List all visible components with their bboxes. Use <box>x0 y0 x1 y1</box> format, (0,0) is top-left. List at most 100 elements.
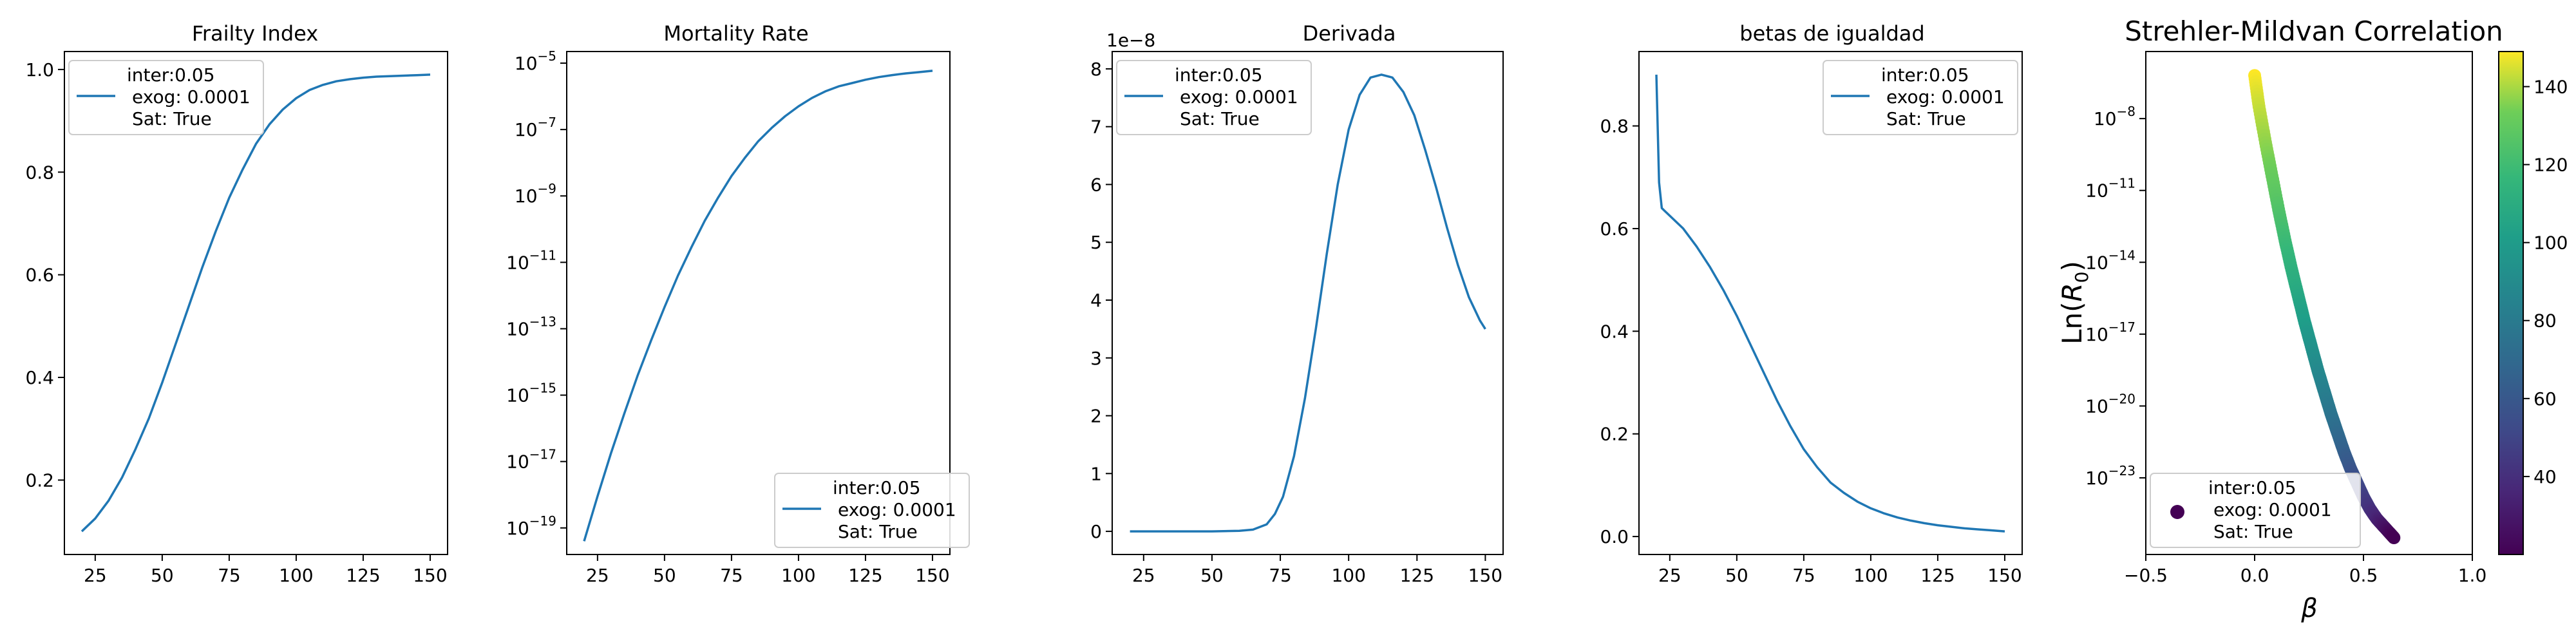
strehler-point <box>2387 531 2401 544</box>
frailty-series-line <box>80 73 431 533</box>
betas-xtick-label: 100 <box>1853 565 1888 586</box>
strehler-legend-line1: inter:0.05 <box>2208 477 2297 498</box>
mortality-ytick-label: 10−7 <box>515 115 556 140</box>
frailty-xtick-label: 25 <box>84 565 107 586</box>
derivada-ytick-label: 2 <box>1090 406 1102 427</box>
derivada-ytick-label: 5 <box>1090 232 1102 253</box>
strehler-ytick-label: 10−14 <box>2085 247 2136 273</box>
mortality-xtick-label: 25 <box>586 565 609 586</box>
mortality-ytick-label: 10−5 <box>515 48 556 74</box>
derivada-ytick-label: 6 <box>1090 174 1102 195</box>
betas-legend-line1: inter:0.05 <box>1881 64 1969 86</box>
frailty-legend-line3: Sat: True <box>132 108 212 129</box>
frailty-legend-line2: exog: 0.0001 <box>132 86 251 108</box>
betas-ytick-label: 0.2 <box>1600 424 1629 445</box>
betas-ytick-label: 0.8 <box>1600 116 1629 137</box>
derivada-xtick-label: 50 <box>1200 565 1224 586</box>
mortality-ytick-label: 10−17 <box>506 447 556 473</box>
frailty-ytick-label: 0.6 <box>25 265 54 286</box>
frailty-xtick-label: 75 <box>218 565 241 586</box>
frailty-legend-line1: inter:0.05 <box>127 64 215 86</box>
derivada-scale-label: 1e−8 <box>1106 30 1155 51</box>
strehler-title: Strehler-Mildvan Correlation <box>2125 15 2503 47</box>
strehler-mildvan-chart: Strehler-Mildvan Correlation −0.5 0.0 0.5 1… <box>2056 15 2568 623</box>
mortality-ytick-label: 10−19 <box>506 513 556 539</box>
strehler-xtick-label: −0.5 <box>2124 565 2168 586</box>
mortality-ytick-label: 10−13 <box>506 314 556 339</box>
colorbar-tick-label: 120 <box>2533 155 2568 176</box>
derivada-xtick-label: 150 <box>1468 565 1502 586</box>
mortality-legend-line3: Sat: True <box>838 521 918 542</box>
frailty-ytick-label: 0.8 <box>25 162 54 183</box>
mortality-series-line <box>583 70 933 542</box>
strehler-ytick-label: 10−17 <box>2085 319 2136 345</box>
frailty-xtick-label: 125 <box>346 565 380 586</box>
derivada-ytick-label: 1 <box>1090 463 1102 484</box>
strehler-ylabel: Ln(R0) <box>2056 261 2092 345</box>
mortality-xtick-label: 50 <box>653 565 676 586</box>
betas-xtick-label: 150 <box>1987 565 2022 586</box>
strehler-legend-marker <box>2170 505 2184 519</box>
derivada-ytick-label: 0 <box>1090 521 1102 542</box>
frailty-xtick-label: 50 <box>151 565 174 586</box>
betas-ytick-label: 0.6 <box>1600 218 1629 240</box>
frailty-axes-frame <box>64 51 448 555</box>
derivada-legend-line3: Sat: True <box>1180 108 1260 129</box>
frailty-ytick-label: 1.0 <box>25 59 54 80</box>
mortality-title: Mortality Rate <box>663 21 808 46</box>
frailty-xtick-label: 150 <box>413 565 447 586</box>
mortality-legend-line1: inter:0.05 <box>833 477 921 498</box>
derivada-chart: Derivada 1e−8 25 50 75 100 125 150 0 1 2 3 4 5 6 7 8 i… <box>1090 21 1504 586</box>
derivada-xtick-label: 25 <box>1132 565 1155 586</box>
strehler-legend: inter:0.05 exog: 0.0001 Sat: True <box>2150 473 2361 548</box>
mortality-legend-line2: exog: 0.0001 <box>838 499 956 520</box>
derivada-ytick-label: 4 <box>1090 290 1102 311</box>
colorbar-tick-label: 80 <box>2533 310 2557 332</box>
frailty-legend: inter:0.05 exog: 0.0001 Sat: True <box>68 60 264 135</box>
derivada-xtick-label: 100 <box>1331 565 1365 586</box>
strehler-ytick-label: 10−11 <box>2085 176 2136 202</box>
betas-ytick-label: 0.0 <box>1600 526 1629 547</box>
mortality-rate-chart: Mortality Rate 25 50 75 100 125 150 10−19 10−17… <box>506 21 970 586</box>
derivada-legend-line1: inter:0.05 <box>1175 64 1263 86</box>
frailty-title: Frailty Index <box>192 21 318 46</box>
strehler-legend-line2: exog: 0.0001 <box>2213 499 2332 520</box>
mortality-xtick-label: 125 <box>848 565 882 586</box>
derivada-title: Derivada <box>1303 21 1396 46</box>
betas-xtick-label: 125 <box>1920 565 1955 586</box>
betas-xtick-label: 50 <box>1725 565 1748 586</box>
strehler-ytick-label: 10−8 <box>2094 104 2136 129</box>
strehler-xtick-label: 0.0 <box>2240 565 2269 586</box>
derivada-ytick-label: 7 <box>1090 117 1102 138</box>
derivada-legend: inter:0.05 exog: 0.0001 Sat: True <box>1116 60 1312 135</box>
betas-axes-frame <box>1638 51 2023 555</box>
strehler-xtick-label: 1.0 <box>2458 565 2487 586</box>
betas-series-line <box>1655 74 2005 533</box>
mortality-xtick-label: 150 <box>915 565 949 586</box>
betas-xtick-label: 75 <box>1792 565 1815 586</box>
colorbar-tick-label: 40 <box>2533 466 2557 488</box>
betas-title: betas de igualdad <box>1739 21 1924 46</box>
strehler-ytick-label: 10−20 <box>2085 391 2136 417</box>
strehler-axes-frame <box>2145 51 2473 555</box>
mortality-xtick-label: 75 <box>720 565 743 586</box>
derivada-series-line <box>1130 73 1486 533</box>
derivada-axes-frame <box>1112 51 1504 555</box>
derivada-xtick-label: 125 <box>1400 565 1434 586</box>
strehler-ytick-label: 10−23 <box>2085 463 2136 489</box>
betas-legend-line2: exog: 0.0001 <box>1886 86 2005 108</box>
betas-chart: betas de igualdad 25 50 75 100 125 150 0.0 0.2 0… <box>1600 21 2023 586</box>
colorbar-tick-label: 100 <box>2533 232 2568 254</box>
derivada-ytick-label: 8 <box>1090 59 1102 80</box>
frailty-ytick-label: 0.2 <box>25 469 54 491</box>
betas-xtick-label: 25 <box>1658 565 1681 586</box>
frailty-xtick-label: 100 <box>279 565 313 586</box>
mortality-axes-frame <box>566 51 951 555</box>
colorbar: 40 60 80 100 120 140 <box>2498 51 2568 555</box>
colorbar-tick-label: 60 <box>2533 388 2557 410</box>
mortality-legend: inter:0.05 exog: 0.0001 Sat: True <box>774 473 970 548</box>
frailty-ytick-label: 0.4 <box>25 367 54 388</box>
colorbar-gradient <box>2498 51 2524 555</box>
strehler-xlabel: β <box>2300 594 2318 623</box>
